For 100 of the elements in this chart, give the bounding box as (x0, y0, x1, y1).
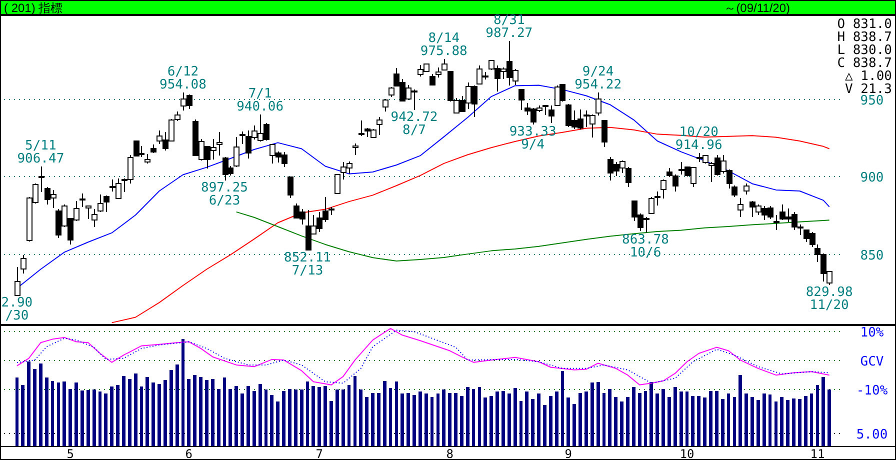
bar (537, 394, 540, 446)
bar (74, 382, 78, 446)
annotation: 8/31 987.27 (486, 13, 533, 42)
bar (400, 394, 404, 446)
bar (38, 364, 42, 446)
annotation: 7/1 940.06 (236, 86, 284, 114)
candlestick (596, 92, 602, 116)
candlestick (548, 105, 554, 124)
bar (294, 390, 298, 446)
bar (543, 405, 546, 446)
candlestick (80, 193, 86, 208)
bar (691, 396, 695, 446)
bar (614, 396, 618, 446)
bar (756, 400, 760, 446)
bar (359, 390, 363, 446)
bar (312, 386, 316, 446)
bar (282, 390, 286, 446)
bar (365, 397, 369, 446)
annotation: 6/12 954.08 (160, 64, 206, 93)
bar (566, 398, 570, 446)
candlestick (92, 208, 98, 228)
bar (548, 396, 552, 446)
y-tick-label: 10% (860, 326, 884, 340)
bar (513, 388, 517, 446)
bar (466, 386, 470, 446)
bar (412, 394, 416, 446)
bar (335, 390, 339, 446)
candlestick (352, 142, 358, 156)
x-tick-label: 7 (316, 447, 323, 460)
chart-subtitle: ～(09/11/20) (724, 1, 790, 15)
x-tick-label: 11 (810, 447, 825, 460)
bar (554, 392, 558, 446)
bar (448, 392, 452, 446)
bar (638, 392, 642, 446)
bar (158, 384, 161, 446)
bar (164, 380, 167, 446)
bar (596, 382, 600, 446)
bar (246, 386, 250, 446)
annotation: 933.33 9/4 (509, 124, 556, 153)
candlestick (358, 120, 364, 137)
annotation: O 831.0 (837, 17, 892, 32)
bar (709, 390, 712, 446)
x-tick-label: 8 (446, 447, 454, 460)
candlestick (288, 176, 294, 198)
bar (703, 398, 707, 446)
candlestick (104, 195, 110, 212)
annotation: L 830.0 (837, 43, 892, 58)
bar (122, 376, 126, 446)
bar (525, 392, 529, 446)
candlestick (774, 214, 780, 231)
candlestick (436, 66, 442, 78)
bar (228, 389, 232, 446)
bar (662, 389, 665, 446)
x-tick-label: 5 (66, 447, 74, 460)
bar (501, 390, 505, 446)
annotation: 5/11 906.47 (17, 138, 64, 166)
chart-title: ( 201) 指標 (4, 1, 63, 15)
bar (169, 370, 173, 446)
candlestick (240, 130, 246, 144)
candlestick (38, 166, 44, 192)
bar (828, 389, 832, 446)
annotation: C 838.7 (837, 56, 892, 71)
annotation: 2.90 /30 (1, 296, 33, 324)
y-tick-label: GCV (860, 354, 884, 370)
y2-tick-label: 5.00 (856, 428, 888, 442)
candlestick (14, 266, 20, 296)
bar (780, 397, 784, 446)
bar (288, 389, 292, 446)
bar (258, 384, 262, 446)
bar (318, 386, 322, 446)
bar (484, 398, 488, 446)
bar (382, 381, 386, 446)
bar (80, 390, 84, 446)
bar (128, 378, 132, 446)
annotation: 9/24 954.22 (574, 64, 622, 92)
bar (804, 396, 808, 446)
line-series (236, 211, 830, 262)
candlestick (334, 174, 340, 194)
bar (376, 392, 380, 446)
bar (608, 389, 612, 446)
bar (673, 386, 677, 446)
bar (86, 390, 90, 446)
candlestick (654, 190, 660, 206)
bar (210, 378, 214, 446)
candlestick (144, 154, 150, 164)
candlestick (744, 183, 750, 196)
bar (714, 390, 718, 446)
bar (750, 397, 754, 446)
bar (656, 394, 660, 446)
bar (418, 392, 422, 446)
bar (762, 394, 766, 446)
bar (33, 369, 36, 446)
candlestick (216, 132, 222, 156)
y-tick-label: -10% (856, 384, 888, 398)
bar (216, 389, 220, 446)
bar (460, 396, 464, 446)
annotation: 8/14 975.88 (420, 30, 468, 59)
bar (234, 386, 238, 446)
bar (371, 392, 374, 446)
bar (205, 380, 208, 446)
